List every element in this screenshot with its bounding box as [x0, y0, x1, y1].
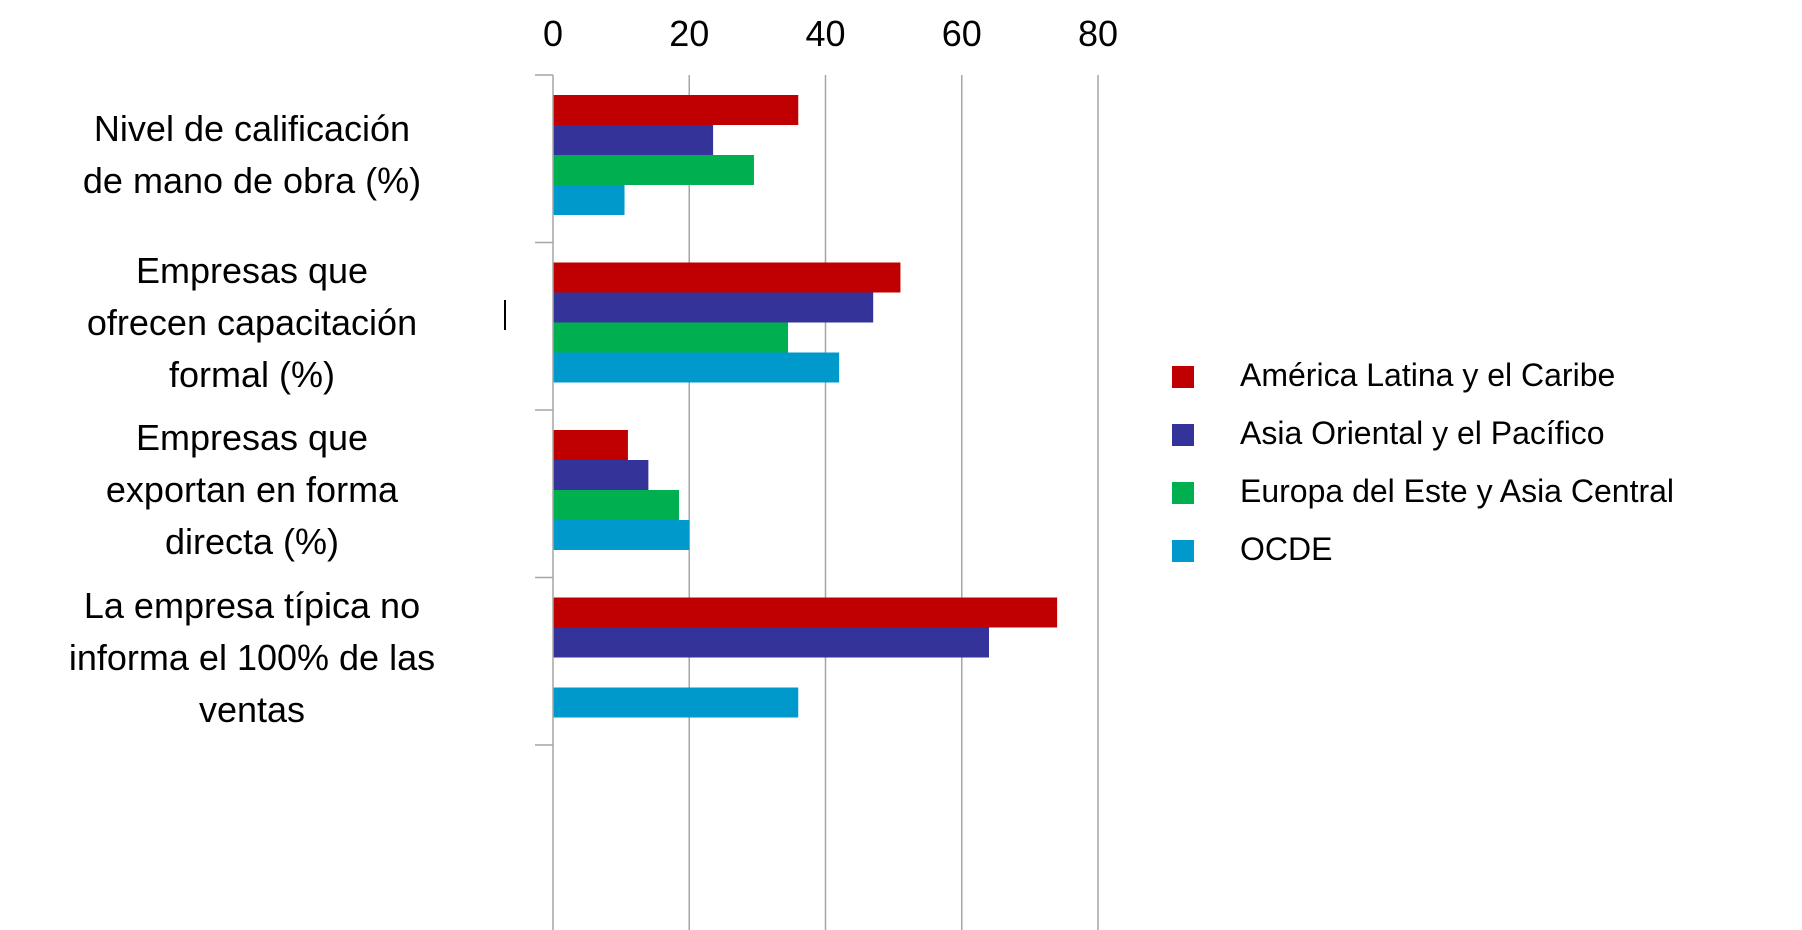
- legend-swatch: [1172, 366, 1194, 388]
- legend-label: Asia Oriental y el Pacífico: [1240, 415, 1605, 451]
- bar: [553, 430, 628, 460]
- bar: [553, 262, 901, 293]
- bar: [553, 687, 799, 718]
- bar: [553, 125, 714, 155]
- category-label-line: La empresa típica no: [83, 584, 421, 626]
- category-label-line: informa el 100% de las: [68, 636, 436, 678]
- bar: [553, 460, 649, 490]
- category-label: Nivel de calificación de mano de obra (%): [2, 103, 502, 207]
- category-label: Empresas que ofrecen capacitación formal (…: [2, 245, 502, 401]
- x-tick-label: 40: [805, 13, 845, 54]
- stray-text-cursor-mark: [504, 300, 506, 330]
- legend-label: OCDE: [1240, 531, 1333, 567]
- x-tick-label: 20: [669, 13, 709, 54]
- legend-label: América Latina y el Caribe: [1240, 357, 1616, 393]
- category-label-line: formal (%): [168, 353, 335, 395]
- bars: [553, 95, 1058, 718]
- category-label: Empresas que exportan en forma directa (%): [2, 412, 502, 568]
- bar: [553, 520, 690, 550]
- category-label-line: de mano de obra (%): [82, 160, 422, 201]
- bar: [553, 95, 799, 125]
- category-label-line: Empresas que: [135, 417, 369, 458]
- category-label-line: exportan en forma: [105, 469, 399, 510]
- y-axis: [535, 74, 554, 930]
- legend-swatch: [1172, 482, 1194, 504]
- x-tick-label: 60: [942, 13, 982, 54]
- category-label-line: Empresas que: [135, 249, 369, 291]
- category-label: La empresa típica no informa el 100% de l…: [2, 580, 502, 736]
- bar: [553, 597, 1058, 628]
- legend-label: Europa del Este y Asia Central: [1240, 473, 1675, 509]
- bar: [553, 627, 989, 658]
- bar: [553, 322, 789, 353]
- legend-swatch: [1172, 424, 1194, 446]
- bar: [553, 185, 625, 215]
- category-label-line: ofrecen capacitación: [86, 301, 418, 343]
- x-tick-label: 0: [543, 13, 563, 54]
- x-tick-labels: 0 20 40 60 80: [543, 13, 1118, 54]
- gridlines: [688, 75, 1099, 930]
- bar: [553, 155, 754, 185]
- legend-swatch: [1172, 540, 1194, 562]
- category-label-line: directa (%): [164, 521, 340, 562]
- x-tick-label: 80: [1078, 13, 1118, 54]
- category-label-line: Nivel de calificación: [93, 108, 411, 149]
- category-label-line: ventas: [198, 688, 306, 730]
- bar: [553, 490, 680, 520]
- bar: [553, 352, 840, 383]
- bar: [553, 292, 874, 323]
